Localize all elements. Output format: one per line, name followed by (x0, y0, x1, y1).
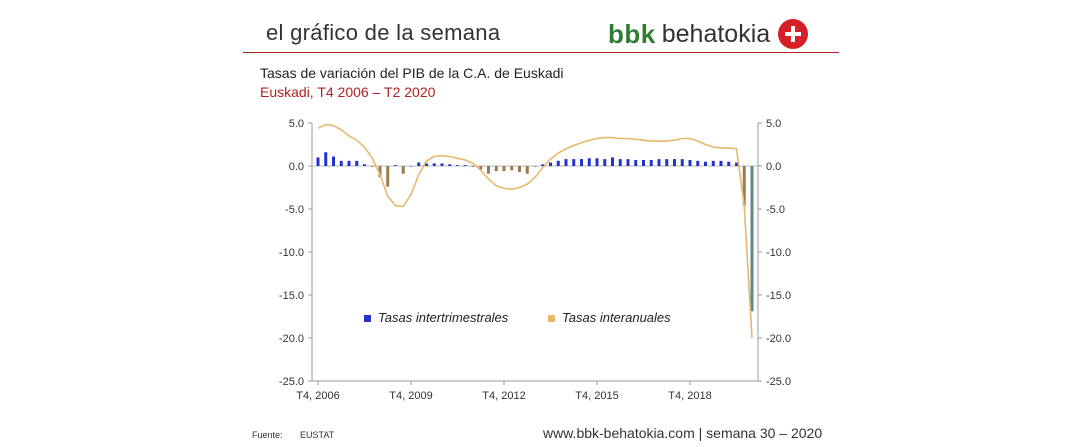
bar-intertrimestral (642, 159, 645, 166)
bar-intertrimestral (494, 166, 498, 172)
y-tick-label-left: 0.0 (289, 161, 304, 173)
cross-icon (778, 19, 809, 49)
header-title: el gráfico de la semana (266, 20, 501, 45)
bar-intertrimestral (626, 159, 630, 166)
bar-intertrimestral (355, 160, 359, 166)
bar-intertrimestral (541, 164, 545, 166)
bar-intertrimestral (363, 164, 366, 166)
bar-intertrimestral (665, 159, 669, 166)
chart-subtitle: Euskadi, T4 2006 – T2 2020 (260, 84, 436, 100)
bar-intertrimestral (727, 161, 731, 166)
bar-intertrimestral (603, 159, 607, 166)
y-tick-label-right: 5.0 (766, 118, 781, 130)
bar-intertrimestral (316, 157, 320, 166)
bar-intertrimestral (735, 162, 738, 166)
x-tick-label: T4, 2015 (575, 390, 618, 402)
y-tick-label-left: -20.0 (279, 333, 304, 345)
bar-intertrimestral (463, 165, 467, 166)
bar-intertrimestral (347, 160, 351, 166)
legend-swatch-intertrimestral (364, 315, 371, 322)
bar-intertrimestral (448, 164, 452, 166)
bar-intertrimestral (440, 163, 444, 166)
bar-intertrimestral (657, 159, 661, 166)
bar-intertrimestral (525, 166, 529, 174)
y-tick-label-left: -5.0 (285, 204, 304, 216)
bar-intertrimestral (324, 152, 328, 166)
bar-intertrimestral (332, 156, 335, 166)
footer-source-label: Fuente: (252, 430, 283, 440)
y-tick-label-left: 5.0 (289, 118, 304, 130)
bar-intertrimestral (425, 163, 428, 166)
bar-intertrimestral (634, 159, 638, 166)
legend-swatch-interanual (548, 315, 555, 322)
bar-intertrimestral (673, 159, 676, 166)
legend-label-interanual: Tasas interanuales (562, 310, 671, 325)
y-tick-label-left: -15.0 (279, 290, 304, 302)
bar-intertrimestral (742, 166, 746, 206)
bar-intertrimestral (417, 162, 421, 166)
bar-intertrimestral (580, 159, 583, 166)
y-tick-label-left: -10.0 (279, 247, 304, 259)
y-tick-label-right: -5.0 (766, 204, 785, 216)
bar-intertrimestral (572, 159, 576, 166)
bar-intertrimestral (595, 158, 599, 166)
bar-intertrimestral (533, 166, 537, 167)
bar-intertrimestral (479, 166, 483, 170)
bar-intertrimestral (680, 159, 684, 166)
bar-intertrimestral (339, 160, 343, 166)
bar-intertrimestral (456, 165, 459, 166)
header-divider (243, 52, 839, 53)
bar-intertrimestral (394, 165, 397, 166)
bar-intertrimestral (750, 166, 754, 312)
bar-intertrimestral (704, 161, 707, 166)
y-tick-label-left: -25.0 (279, 376, 304, 388)
bar-intertrimestral (471, 166, 475, 167)
bar-intertrimestral (518, 166, 521, 173)
bar-intertrimestral (432, 163, 436, 166)
footer-site: www.bbk-behatokia.com | semana 30 – 2020 (543, 425, 823, 441)
line-interanual (317, 123, 753, 339)
x-tick-label: T4, 2009 (389, 390, 432, 402)
bar-intertrimestral (386, 166, 390, 187)
chart-title: Tasas de variación del PIB de la C.A. de… (260, 65, 564, 81)
bar-intertrimestral (502, 166, 506, 172)
brand-bold: bbk (608, 18, 656, 49)
bar-intertrimestral (401, 166, 405, 174)
legend-label-intertrimestral: Tasas intertrimestrales (378, 310, 509, 325)
bar-intertrimestral (719, 160, 723, 166)
bar-intertrimestral (696, 160, 700, 166)
x-tick-label: T4, 2012 (482, 390, 525, 402)
bar-intertrimestral (556, 160, 560, 166)
footer-source: EUSTAT (300, 430, 335, 440)
y-tick-label-right: 0.0 (766, 161, 781, 173)
bar-intertrimestral (611, 157, 614, 166)
bar-intertrimestral (649, 159, 653, 166)
brand-name: behatokia (661, 19, 771, 48)
y-tick-label-right: -20.0 (766, 333, 791, 345)
bar-intertrimestral (409, 166, 413, 167)
y-tick-label-right: -15.0 (766, 290, 791, 302)
y-tick-label-right: -10.0 (766, 247, 791, 259)
bar-intertrimestral (510, 166, 514, 171)
bar-intertrimestral (711, 160, 715, 166)
bar-intertrimestral (378, 166, 382, 178)
x-tick-label: T4, 2006 (296, 390, 339, 402)
bar-intertrimestral (618, 159, 622, 166)
bar-intertrimestral (487, 166, 490, 174)
bar-intertrimestral (549, 162, 552, 166)
brand-logo: bbk behatokia (608, 16, 809, 52)
bar-intertrimestral (688, 159, 692, 166)
x-tick-label: T4, 2018 (668, 390, 711, 402)
bar-intertrimestral (564, 159, 568, 166)
bar-intertrimestral (370, 166, 374, 167)
y-tick-label-right: -25.0 (766, 376, 791, 388)
bar-intertrimestral (587, 158, 591, 166)
